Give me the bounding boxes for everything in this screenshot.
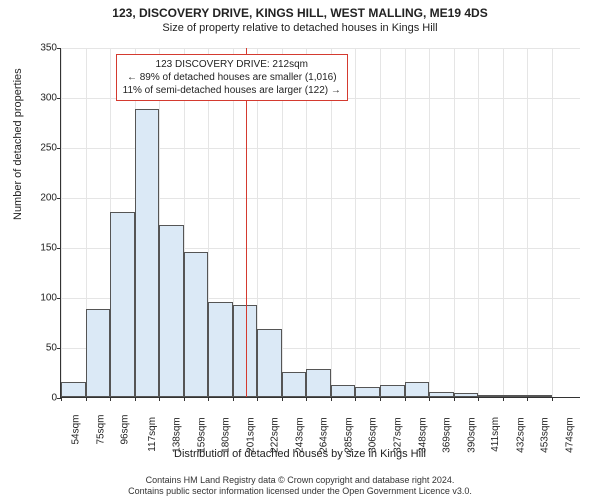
histogram-bar: [405, 382, 430, 397]
histogram-bar: [86, 309, 111, 397]
x-tick-label: 96sqm: [120, 415, 131, 445]
histogram-bar: [478, 395, 503, 397]
x-tick-mark: [454, 397, 455, 401]
gridline-v: [429, 48, 430, 397]
x-tick-mark: [110, 397, 111, 401]
x-tick-mark: [405, 397, 406, 401]
x-tick-mark: [355, 397, 356, 401]
histogram-bar: [527, 395, 552, 397]
x-tick-mark: [429, 397, 430, 401]
histogram-bar: [61, 382, 86, 397]
histogram-bar: [331, 385, 356, 397]
histogram-bar: [454, 393, 479, 397]
chart-area: 05010015020025030035054sqm75sqm96sqm117s…: [60, 48, 580, 398]
x-tick-mark: [527, 397, 528, 401]
histogram-bar: [503, 395, 528, 397]
title-block: 123, DISCOVERY DRIVE, KINGS HILL, WEST M…: [0, 0, 600, 34]
gridline-v: [380, 48, 381, 397]
x-tick-mark: [184, 397, 185, 401]
x-tick-label: 54sqm: [71, 415, 82, 445]
gridline-v: [454, 48, 455, 397]
x-tick-label: 411sqm: [490, 417, 501, 452]
histogram-bar: [282, 372, 307, 397]
x-tick-mark: [552, 397, 553, 401]
x-tick-mark: [503, 397, 504, 401]
x-tick-mark: [233, 397, 234, 401]
x-tick-mark: [331, 397, 332, 401]
x-axis-label: Distribution of detached houses by size …: [0, 448, 600, 460]
histogram-bar: [380, 385, 405, 397]
histogram-bar: [110, 212, 135, 397]
sub-title: Size of property relative to detached ho…: [0, 22, 600, 34]
annotation-line: 123 DISCOVERY DRIVE: 212sqm: [123, 58, 341, 71]
gridline-v: [552, 48, 553, 397]
footer: Contains HM Land Registry data © Crown c…: [0, 475, 600, 497]
histogram-bar: [184, 252, 209, 397]
histogram-bar: [257, 329, 282, 397]
histogram-bar: [429, 392, 454, 397]
x-tick-mark: [159, 397, 160, 401]
x-tick-label: 75sqm: [95, 415, 106, 445]
x-tick-mark: [208, 397, 209, 401]
x-tick-label: 117sqm: [147, 417, 158, 452]
annotation-line: ← 89% of detached houses are smaller (1,…: [123, 71, 341, 84]
x-tick-mark: [135, 397, 136, 401]
histogram-plot: 05010015020025030035054sqm75sqm96sqm117s…: [60, 48, 580, 398]
x-tick-mark: [257, 397, 258, 401]
histogram-bar: [306, 369, 331, 397]
gridline-v: [527, 48, 528, 397]
histogram-bar: [355, 387, 380, 397]
gridline-v: [61, 48, 62, 397]
x-tick-mark: [86, 397, 87, 401]
histogram-bar: [135, 109, 160, 397]
gridline-v: [478, 48, 479, 397]
histogram-bar: [159, 225, 184, 397]
gridline-v: [405, 48, 406, 397]
x-tick-mark: [61, 397, 62, 401]
annotation-box: 123 DISCOVERY DRIVE: 212sqm← 89% of deta…: [116, 54, 348, 101]
footer-line-1: Contains HM Land Registry data © Crown c…: [0, 475, 600, 486]
main-title: 123, DISCOVERY DRIVE, KINGS HILL, WEST M…: [0, 6, 600, 20]
annotation-line: 11% of semi-detached houses are larger (…: [123, 84, 341, 97]
x-tick-mark: [306, 397, 307, 401]
x-tick-mark: [478, 397, 479, 401]
gridline-v: [355, 48, 356, 397]
x-tick-mark: [282, 397, 283, 401]
gridline-v: [503, 48, 504, 397]
histogram-bar: [208, 302, 233, 397]
y-axis-label: Number of detached properties: [12, 68, 24, 220]
footer-line-2: Contains public sector information licen…: [0, 486, 600, 497]
x-tick-mark: [380, 397, 381, 401]
